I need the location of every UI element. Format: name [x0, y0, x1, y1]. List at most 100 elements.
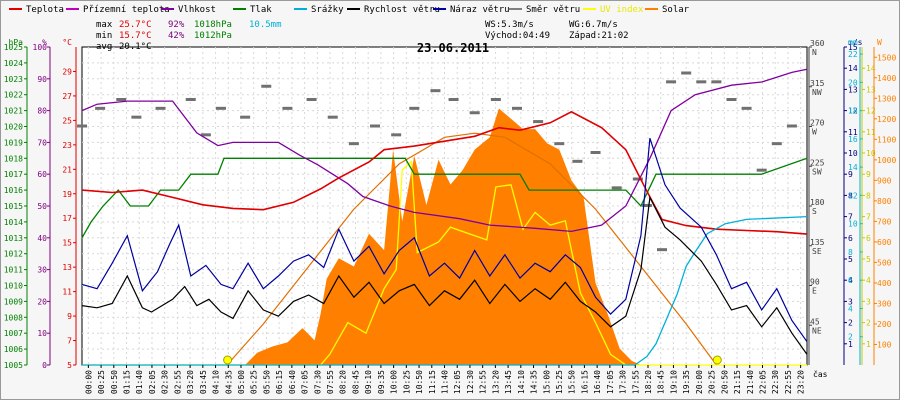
axis-tick-label-ms: 9 [848, 170, 853, 179]
x-tick-label: 15:50 [568, 370, 577, 394]
stat-max-press: 1018hPa [194, 20, 232, 30]
axis-tick-label-hpa: 1007 [4, 329, 23, 338]
axis-tick-label-hpa: 1009 [4, 297, 23, 306]
axis-tick-label-pct: 40 [37, 234, 47, 243]
x-tick-label: 20:50 [720, 370, 729, 394]
legend-label-uv: UV index [600, 5, 644, 15]
axis-tick-label-mm: 12 [848, 191, 858, 200]
axis-tick-label-temp: 13 [62, 263, 72, 272]
axis-tick-label-temp: 21 [62, 165, 72, 174]
axis-tick-label-uvi: 4 [866, 276, 871, 285]
axis-tick-label-hpa: 1022 [4, 91, 23, 100]
stat-sunrise: Východ:04:49 [485, 31, 550, 41]
axis-tick-label-pct: 70 [37, 138, 47, 147]
axis-tick-label-dir: 45 [810, 317, 820, 326]
axis-tick-label-ms: 11 [848, 128, 858, 137]
axis-tick-label-temp: 19 [62, 190, 72, 199]
x-tick-label: 12:30 [466, 370, 475, 394]
axis-tick-label-uvi: 2 [866, 319, 871, 328]
x-tick-label: 05:25 [250, 370, 259, 394]
series-smer-mark [726, 98, 737, 101]
axis-tick-label-wm2: 200 [877, 320, 892, 329]
axis-tick-label-hpa: 1010 [4, 282, 23, 291]
axis-tick-label-hpa: 1023 [4, 75, 23, 84]
series-smer-mark [512, 106, 522, 110]
axis-tick-label-pct: 80 [37, 107, 47, 116]
x-tick-label: 08:20 [339, 370, 348, 394]
x-tick-label: 12:55 [479, 370, 488, 394]
axis-tick-label-uvi: 3 [866, 297, 871, 306]
axis-tick-label-wm2: 600 [877, 238, 892, 247]
x-tick-label: 23:20 [797, 370, 806, 394]
axis-tick-label-uvi: 8 [866, 191, 871, 200]
axis-tick-label-wm2: 300 [877, 299, 892, 308]
axis-tick-label-wm2: 800 [877, 197, 892, 206]
x-tick-label: 02:55 [173, 370, 182, 394]
series-smer-mark [741, 106, 752, 110]
axis-tick-label-dir: 225 [810, 158, 825, 167]
axis-tick-label-hpa: 1014 [4, 218, 23, 227]
series-teplota [81, 110, 808, 235]
axis-tick-label-wm2: 1400 [877, 74, 896, 83]
axis-tick-label-ms: 2 [848, 319, 853, 328]
axis-tick-label-mm: 4 [848, 304, 853, 313]
axis-tick-label-temp: 5 [67, 361, 72, 370]
series-smer-mark [696, 80, 707, 84]
axis-tick-label-ms: 8 [848, 191, 853, 200]
x-tick-label: 15:00 [542, 370, 551, 394]
axis-tick-label-temp: 23 [62, 141, 72, 150]
x-tick-label: 07:55 [326, 370, 335, 394]
axis-tick-label-ms: 5 [848, 255, 853, 264]
axis-tick-label-ms: 13 [848, 85, 858, 94]
series-vlhkost [81, 68, 808, 233]
x-tick-label: 04:35 [224, 370, 233, 394]
series-smer-mark [77, 124, 87, 128]
axis-tick-label-pct: 30 [37, 266, 47, 275]
axis-tick-label-uvi: 14 [866, 64, 876, 73]
series-srazky [82, 215, 808, 366]
series-smer-mark [116, 98, 127, 101]
axis-tick-label-pct: 10 [37, 329, 47, 338]
series-smer-mark [348, 142, 359, 146]
x-tick-label: 18:20 [644, 370, 653, 394]
axis-unit-temp: °C [62, 38, 72, 47]
x-tick-label: 14:10 [517, 370, 526, 394]
x-tick-label: 22:05 [758, 370, 767, 394]
x-tick-label: 00:50 [110, 370, 119, 394]
axis-tick-label-hpa: 1024 [4, 59, 23, 68]
axis-unit-hpa: hPa [9, 38, 24, 47]
series-smer-mark [611, 186, 622, 190]
x-tick-label: 10:50 [415, 370, 424, 394]
legend-label-srazky: Srážky [311, 5, 344, 15]
axis-tick-label-dir: 315 [810, 79, 825, 88]
axis-dir-label-dir: S [812, 207, 817, 216]
x-tick-label: 22:30 [771, 370, 780, 394]
series-smer-mark [572, 159, 583, 163]
x-tick-label: 19:35 [682, 370, 691, 394]
x-tick-label: 15:25 [555, 370, 564, 394]
x-tick-label: 21:15 [733, 370, 742, 394]
series-smer-mark [771, 142, 782, 146]
axis-tick-label-hpa: 1008 [4, 313, 23, 322]
axis-tick-label-hpa: 1021 [4, 107, 23, 116]
x-tick-label: 05:00 [237, 370, 246, 394]
series-smer-mark [240, 115, 251, 119]
x-tick-label: 20:00 [695, 370, 704, 394]
series-smer-mark [469, 111, 480, 115]
axis-unit-pct: % [42, 38, 47, 47]
axis-tick-label-temp: 27 [62, 92, 72, 101]
stat-avg-label: avg [96, 42, 112, 52]
legend-label-smer: Směr větru [526, 5, 580, 15]
x-tick-label: 04:10 [212, 370, 221, 394]
axis-tick-label-wm2: 400 [877, 279, 892, 288]
axis-tick-label-hpa: 1016 [4, 186, 23, 195]
series-smer-mark [409, 106, 420, 110]
axis-tick-label-dir: 180 [810, 198, 825, 207]
x-tick-label: 08:45 [351, 370, 360, 394]
axis-dir-label-dir: SW [812, 167, 822, 176]
x-tick-label: 11:40 [441, 370, 450, 394]
x-tick-label: 22:55 [784, 370, 793, 394]
axis-unit-wm2: W [877, 38, 882, 47]
x-axis-label: čas [813, 369, 828, 379]
axis-tick-label-mm: 16 [848, 135, 858, 144]
